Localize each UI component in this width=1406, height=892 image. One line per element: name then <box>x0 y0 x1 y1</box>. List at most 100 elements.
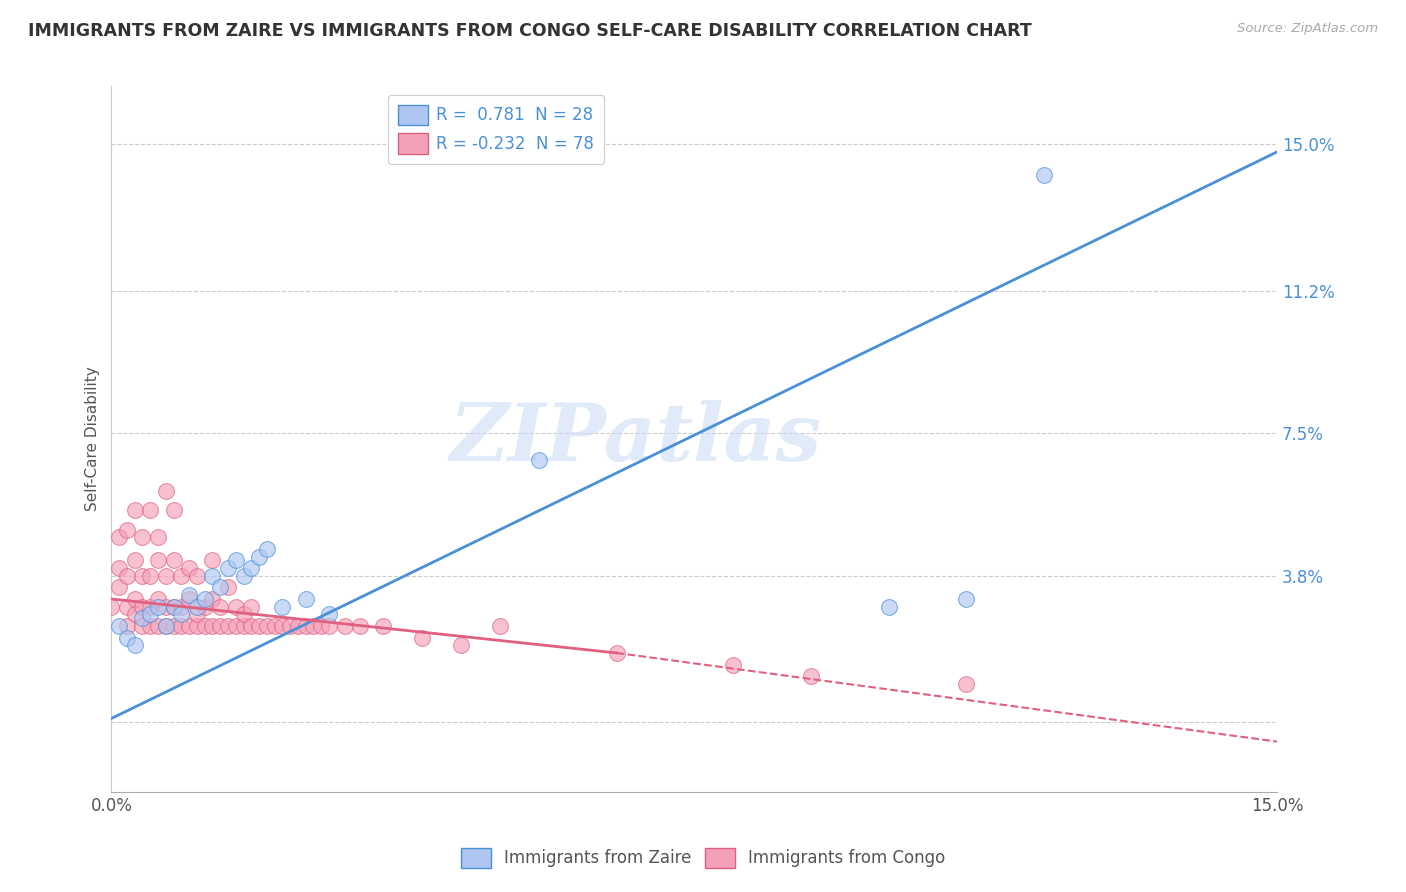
Text: Source: ZipAtlas.com: Source: ZipAtlas.com <box>1237 22 1378 36</box>
Point <box>309 619 332 633</box>
Point <box>201 619 224 633</box>
Point <box>100 599 122 614</box>
Point <box>139 599 162 614</box>
Point <box>146 599 169 614</box>
Point <box>146 592 169 607</box>
Point <box>247 619 270 633</box>
Point <box>170 599 193 614</box>
Point <box>240 561 263 575</box>
Point <box>194 619 217 633</box>
Point <box>124 553 146 567</box>
Point <box>232 607 254 622</box>
Point <box>232 569 254 583</box>
Point <box>209 619 232 633</box>
Y-axis label: Self-Care Disability: Self-Care Disability <box>86 367 100 511</box>
Point <box>155 619 177 633</box>
Point <box>139 569 162 583</box>
Point <box>186 607 208 622</box>
Point <box>170 569 193 583</box>
Point <box>108 619 131 633</box>
Point <box>146 553 169 567</box>
Point <box>115 569 138 583</box>
Point <box>186 619 208 633</box>
Point <box>800 669 823 683</box>
Point <box>201 569 224 583</box>
Point <box>287 619 309 633</box>
Point <box>333 619 356 633</box>
Point <box>877 599 900 614</box>
Point <box>489 619 512 633</box>
Point <box>217 581 239 595</box>
Point <box>179 619 201 633</box>
Point <box>256 541 278 556</box>
Point <box>349 619 371 633</box>
Point <box>115 523 138 537</box>
Point <box>294 619 316 633</box>
Point <box>179 588 201 602</box>
Point <box>170 607 193 622</box>
Point <box>411 631 433 645</box>
Point <box>108 581 131 595</box>
Point <box>131 611 153 625</box>
Point <box>217 561 239 575</box>
Point <box>271 619 294 633</box>
Point <box>302 619 325 633</box>
Point <box>209 581 232 595</box>
Point <box>162 553 184 567</box>
Point <box>115 599 138 614</box>
Point <box>450 638 472 652</box>
Point <box>186 599 208 614</box>
Point <box>318 619 340 633</box>
Point <box>155 619 177 633</box>
Point <box>146 530 169 544</box>
Point <box>721 657 744 672</box>
Point <box>124 638 146 652</box>
Point <box>108 530 131 544</box>
Point <box>131 599 153 614</box>
Point <box>263 619 285 633</box>
Point <box>217 619 239 633</box>
Point <box>179 592 201 607</box>
Point <box>179 561 201 575</box>
Legend: Immigrants from Zaire, Immigrants from Congo: Immigrants from Zaire, Immigrants from C… <box>454 841 952 875</box>
Point <box>225 599 247 614</box>
Point <box>131 619 153 633</box>
Point <box>373 619 395 633</box>
Point <box>240 599 263 614</box>
Point <box>225 619 247 633</box>
Point <box>155 484 177 499</box>
Point <box>225 553 247 567</box>
Point <box>201 592 224 607</box>
Point <box>162 503 184 517</box>
Point <box>131 530 153 544</box>
Point <box>318 607 340 622</box>
Point <box>1033 168 1056 182</box>
Point <box>194 592 217 607</box>
Point <box>115 619 138 633</box>
Point <box>232 619 254 633</box>
Point <box>139 607 162 622</box>
Point <box>240 619 263 633</box>
Text: IMMIGRANTS FROM ZAIRE VS IMMIGRANTS FROM CONGO SELF-CARE DISABILITY CORRELATION : IMMIGRANTS FROM ZAIRE VS IMMIGRANTS FROM… <box>28 22 1032 40</box>
Point <box>606 646 628 660</box>
Point <box>108 561 131 575</box>
Point <box>155 599 177 614</box>
Point <box>115 631 138 645</box>
Point <box>278 619 301 633</box>
Point <box>955 677 977 691</box>
Point <box>139 503 162 517</box>
Point <box>186 569 208 583</box>
Point <box>131 569 153 583</box>
Point <box>209 599 232 614</box>
Text: ZIPatlas: ZIPatlas <box>450 401 823 478</box>
Point <box>124 592 146 607</box>
Point <box>294 592 316 607</box>
Point <box>955 592 977 607</box>
Legend: R =  0.781  N = 28, R = -0.232  N = 78: R = 0.781 N = 28, R = -0.232 N = 78 <box>388 95 605 164</box>
Point <box>162 599 184 614</box>
Point <box>256 619 278 633</box>
Point <box>271 599 294 614</box>
Point <box>124 503 146 517</box>
Point <box>527 453 550 467</box>
Point <box>162 599 184 614</box>
